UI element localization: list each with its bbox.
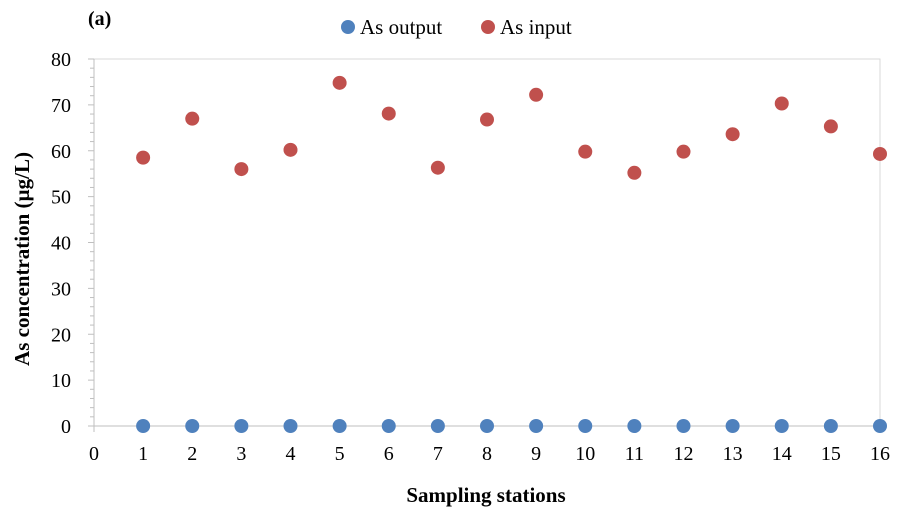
legend-marker xyxy=(481,20,495,34)
y-tick-label: 40 xyxy=(51,233,71,255)
data-point xyxy=(627,419,642,433)
x-tick-label: 1 xyxy=(138,443,148,465)
data-point xyxy=(823,119,838,134)
data-point xyxy=(136,419,151,433)
data-point xyxy=(578,419,593,433)
y-tick-label: 50 xyxy=(51,187,71,209)
x-tick-label: 3 xyxy=(236,443,246,465)
data-point xyxy=(283,142,298,157)
data-point xyxy=(332,75,347,90)
data-point xyxy=(676,144,691,159)
data-point xyxy=(774,419,789,433)
data-point xyxy=(725,127,740,142)
y-tick-label: 20 xyxy=(51,324,71,346)
x-axis-title: Sampling stations xyxy=(406,483,565,507)
x-tick-label: 5 xyxy=(335,443,345,465)
data-point xyxy=(381,419,396,433)
data-point xyxy=(136,150,151,165)
data-point xyxy=(480,419,494,433)
y-tick-label: 30 xyxy=(51,278,71,300)
y-axis-title: As concentration (µg/L) xyxy=(10,152,34,366)
y-tick-label: 0 xyxy=(61,416,71,438)
data-point xyxy=(725,419,740,433)
data-point xyxy=(873,146,887,161)
legend-marker xyxy=(341,20,355,34)
x-tick-label: 11 xyxy=(625,443,644,465)
data-point xyxy=(529,87,544,102)
x-tick-label: 10 xyxy=(575,443,595,465)
legend-label: As output xyxy=(360,15,442,39)
x-tick-label: 4 xyxy=(286,443,296,465)
panel-label: (a) xyxy=(88,8,111,30)
y-tick-label: 60 xyxy=(51,141,71,163)
x-tick-label: 2 xyxy=(187,443,197,465)
x-tick-label: 14 xyxy=(772,443,792,465)
data-point xyxy=(234,162,249,177)
y-tick-label: 80 xyxy=(51,49,71,71)
data-point xyxy=(627,165,642,180)
y-tick-label: 70 xyxy=(51,95,71,117)
x-tick-label: 6 xyxy=(384,443,394,465)
x-tick-label: 7 xyxy=(433,443,443,465)
x-tick-label: 8 xyxy=(482,443,492,465)
x-tick-label: 9 xyxy=(531,443,541,465)
data-point xyxy=(578,144,593,159)
data-point xyxy=(381,106,396,121)
data-point xyxy=(774,96,789,111)
x-tick-label: 12 xyxy=(674,443,694,465)
legend: As output As input xyxy=(341,15,572,39)
data-point xyxy=(185,419,200,433)
legend-label: As input xyxy=(500,15,572,39)
data-point xyxy=(430,160,445,175)
x-tick-label: 0 xyxy=(89,443,99,465)
data-point xyxy=(480,112,494,127)
data-point xyxy=(332,419,347,433)
series-as-input xyxy=(136,75,887,180)
data-point xyxy=(430,419,445,433)
data-point xyxy=(823,419,838,433)
x-tick-label: 16 xyxy=(870,443,890,465)
series-as-output xyxy=(136,419,887,433)
data-point xyxy=(676,419,691,433)
x-tick-label: 15 xyxy=(821,443,841,465)
data-point xyxy=(234,419,249,433)
y-tick-label: 10 xyxy=(51,370,71,392)
data-point xyxy=(529,419,544,433)
data-point xyxy=(185,111,200,126)
x-tick-label: 13 xyxy=(723,443,743,465)
data-point xyxy=(873,419,887,433)
data-point xyxy=(283,419,298,433)
